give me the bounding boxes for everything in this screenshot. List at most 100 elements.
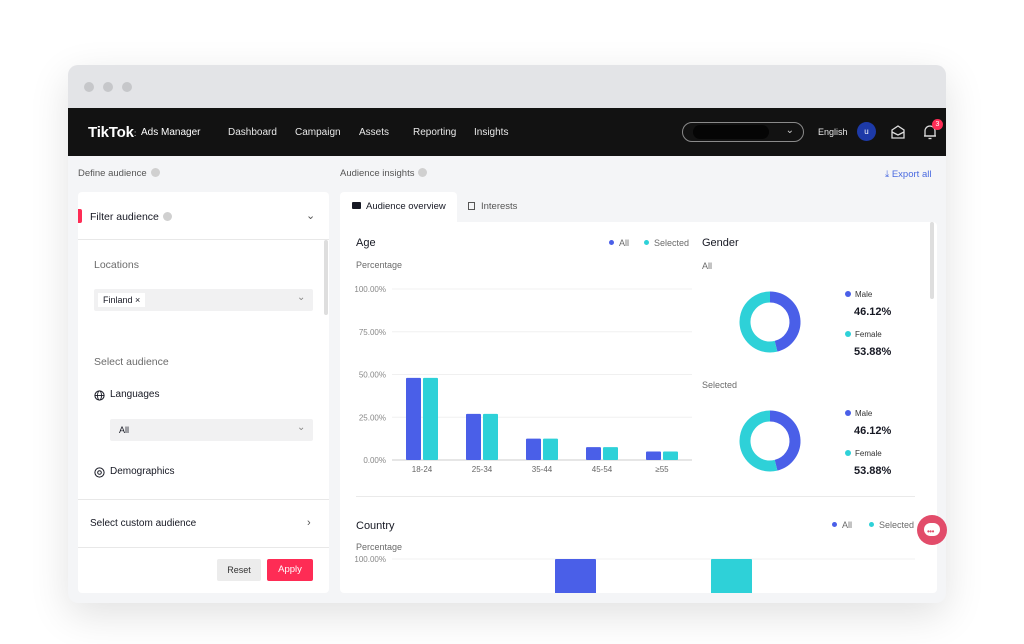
export-all-button[interactable]: ⤓ Export all bbox=[885, 169, 932, 180]
bar-all-≥55 bbox=[646, 451, 661, 460]
country-bar-chart: 100.00% bbox=[354, 555, 915, 593]
legend-dot bbox=[845, 291, 851, 297]
nav-assets[interactable]: Assets bbox=[359, 127, 390, 138]
remove-tag-icon[interactable]: × bbox=[132, 295, 141, 305]
age-bar-chart: 0.00% 25.00% 50.00% 75.00% 100.00% 18-24 25-34… bbox=[354, 285, 692, 474]
country-legend-all[interactable]: All bbox=[832, 520, 852, 530]
slice-male bbox=[769, 291, 801, 352]
bell-icon[interactable] bbox=[921, 123, 939, 141]
gender-all-female-value: 53.88% bbox=[854, 346, 892, 358]
chat-support-button[interactable] bbox=[917, 515, 947, 545]
x-tick-label: ≥55 bbox=[655, 465, 669, 474]
language-selector[interactable]: English bbox=[818, 127, 848, 137]
slice-female bbox=[739, 291, 778, 353]
info-icon[interactable] bbox=[418, 168, 428, 177]
bar-selected-45-54 bbox=[603, 447, 618, 460]
country-legend-selected[interactable]: Selected bbox=[869, 520, 914, 530]
filter-audience-header[interactable]: Filter audience bbox=[90, 211, 172, 223]
insights-tabs: Audience overview Interests bbox=[340, 192, 937, 222]
scrollbar[interactable] bbox=[930, 222, 934, 299]
legend-dot bbox=[644, 240, 649, 245]
y-tick-label: 50.00% bbox=[359, 371, 386, 380]
x-tick-label: 18-24 bbox=[412, 465, 433, 474]
bar-all-18-24 bbox=[406, 377, 421, 460]
country-title: Country bbox=[356, 520, 395, 532]
y-tick-label: 100.00% bbox=[354, 285, 386, 294]
account-selector[interactable]: ⌄ bbox=[682, 122, 804, 142]
age-legend-all[interactable]: All bbox=[609, 238, 629, 248]
y-tick-label: 75.00% bbox=[359, 328, 386, 337]
folder-icon bbox=[352, 202, 361, 209]
reset-button[interactable]: Reset bbox=[217, 559, 261, 581]
slice-male bbox=[769, 410, 801, 471]
inbox-icon[interactable] bbox=[889, 123, 907, 141]
define-audience-heading: Define audience bbox=[78, 168, 160, 179]
nav-dashboard[interactable]: Dashboard bbox=[228, 127, 277, 138]
bar-all-25-34 bbox=[466, 413, 481, 460]
notification-badge: 3 bbox=[932, 119, 943, 130]
x-tick-label: 35-44 bbox=[532, 465, 553, 474]
apply-button[interactable]: Apply bbox=[267, 559, 313, 581]
globe-icon bbox=[94, 388, 105, 406]
tab-audience-overview[interactable]: Audience overview bbox=[340, 192, 457, 222]
divider bbox=[356, 496, 915, 497]
locations-label: Locations bbox=[94, 259, 139, 271]
info-icon[interactable] bbox=[162, 212, 172, 221]
x-tick-label: 45-54 bbox=[592, 465, 613, 474]
gender-selected-donut bbox=[739, 410, 801, 472]
bar-selected bbox=[711, 559, 752, 593]
accent-bar bbox=[78, 209, 82, 223]
window-titlebar bbox=[68, 65, 946, 108]
age-percentage-label: Percentage bbox=[356, 260, 403, 270]
gender-all-male-value: 46.12% bbox=[854, 306, 892, 318]
gender-selected-female-legend: Female bbox=[845, 449, 882, 458]
slice-female bbox=[739, 410, 778, 472]
chevron-right-icon[interactable]: › bbox=[307, 517, 311, 529]
select-custom-audience[interactable]: Select custom audience bbox=[90, 518, 197, 529]
languages-label: Languages bbox=[110, 389, 160, 400]
locations-select[interactable]: Finland × ⌄ bbox=[94, 289, 313, 311]
divider bbox=[78, 239, 329, 240]
define-audience-panel: Filter audience ⌄ Locations Finland × ⌄ … bbox=[78, 192, 329, 593]
bar-all-35-44 bbox=[526, 438, 541, 460]
gender-all-female-legend: Female bbox=[845, 330, 882, 339]
tab-interests[interactable]: Interests bbox=[468, 192, 548, 222]
info-icon[interactable] bbox=[150, 168, 160, 177]
chevron-down-icon: ⌄ bbox=[785, 125, 794, 136]
nav-reporting[interactable]: Reporting bbox=[413, 127, 457, 138]
gender-title: Gender bbox=[702, 237, 739, 249]
age-title: Age bbox=[356, 237, 376, 249]
location-tag[interactable]: Finland × bbox=[98, 293, 146, 307]
y-tick-label: 0.00% bbox=[363, 456, 386, 465]
gender-selected-male-legend: Male bbox=[845, 409, 872, 418]
x-tick-label: 25-34 bbox=[472, 465, 493, 474]
bar-all-45-54 bbox=[586, 447, 601, 460]
audience-insights-panel: Age Percentage All Selected 0.00% 25.00% 5… bbox=[340, 222, 937, 593]
legend-dot bbox=[845, 410, 851, 416]
target-icon bbox=[94, 465, 105, 483]
legend-dot bbox=[609, 240, 614, 245]
audience-insights-heading: Audience insights bbox=[340, 168, 428, 179]
chevron-down-icon[interactable]: ⌄ bbox=[306, 210, 316, 222]
window-dot-minimize[interactable] bbox=[103, 82, 113, 92]
languages-select[interactable]: All ⌄ bbox=[110, 419, 313, 441]
bar-selected-35-44 bbox=[543, 438, 558, 460]
avatar[interactable]: u bbox=[857, 122, 876, 141]
window-dot-maximize[interactable] bbox=[122, 82, 132, 92]
gender-all-label: All bbox=[702, 261, 713, 271]
gender-selected-label: Selected bbox=[702, 380, 738, 390]
chevron-down-icon: ⌄ bbox=[297, 422, 306, 433]
tiktok-logo[interactable]: TikTok bbox=[88, 124, 134, 141]
bookmark-icon bbox=[468, 202, 475, 210]
scrollbar[interactable] bbox=[324, 240, 328, 315]
window-dot-close[interactable] bbox=[84, 82, 94, 92]
age-legend-selected[interactable]: Selected bbox=[644, 238, 689, 248]
nav-insights[interactable]: Insights bbox=[474, 127, 509, 138]
demographics-label[interactable]: Demographics bbox=[110, 466, 175, 477]
nav-campaign[interactable]: Campaign bbox=[295, 127, 341, 138]
y-tick-label: 25.00% bbox=[359, 413, 386, 422]
legend-dot bbox=[832, 522, 837, 527]
gender-selected-male-value: 46.12% bbox=[854, 425, 892, 437]
y-tick-label: 100.00% bbox=[354, 555, 386, 564]
chat-icon: ••• bbox=[927, 527, 934, 536]
